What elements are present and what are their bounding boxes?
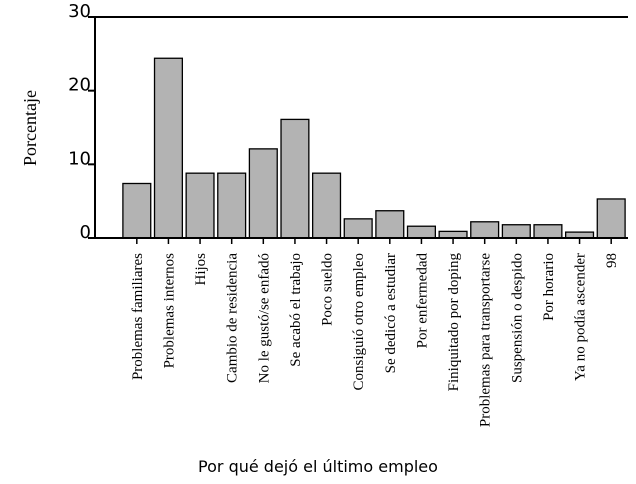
x-tick-label: Por horario xyxy=(541,253,557,321)
bar xyxy=(343,218,373,239)
x-axis-title: Por qué dejó el último empleo xyxy=(198,457,438,476)
bar xyxy=(122,182,152,239)
x-tick-label: Suspensión o despido xyxy=(509,253,525,383)
x-tick-label: No le gustó/se enfadó xyxy=(256,253,272,383)
bar xyxy=(406,225,437,239)
bar xyxy=(501,224,531,239)
y-axis-title: Porcentaje xyxy=(20,90,40,166)
x-tick-label: Se acabó el trabajo xyxy=(288,253,304,367)
bar xyxy=(533,224,563,239)
x-tick-label: Cambio de residencia xyxy=(225,253,241,383)
bar xyxy=(280,118,310,239)
bar xyxy=(596,198,626,239)
bar xyxy=(248,148,278,239)
x-tick-label: Hijos xyxy=(193,253,209,286)
x-tick-label: Poco sueldo xyxy=(320,253,336,326)
bar xyxy=(153,57,184,239)
y-tick-label: 0 xyxy=(80,222,91,243)
x-tick-label: Problemas para transportarse xyxy=(478,253,494,427)
x-tick-label: 98 xyxy=(604,253,620,268)
x-tick-label: Problemas internos xyxy=(161,253,177,369)
x-tick-label: Se dedicó a estudiar xyxy=(383,253,399,373)
x-tick-label: Problemas familiares xyxy=(130,253,146,380)
bar xyxy=(217,172,247,239)
bar xyxy=(470,221,500,239)
y-tick-label: 10 xyxy=(68,148,91,169)
y-tick-label: 20 xyxy=(68,75,91,96)
y-tick-label: 30 xyxy=(68,1,91,22)
x-tick-label: Consiguió otro empleo xyxy=(351,253,367,391)
x-tick-label: Finiquitado por doping xyxy=(446,253,462,392)
x-tick-label: Ya no podía ascender xyxy=(573,253,589,381)
bar xyxy=(311,172,342,239)
x-tick-label: Por enfermedad xyxy=(414,253,430,349)
bar xyxy=(375,210,405,239)
bar xyxy=(185,172,215,239)
